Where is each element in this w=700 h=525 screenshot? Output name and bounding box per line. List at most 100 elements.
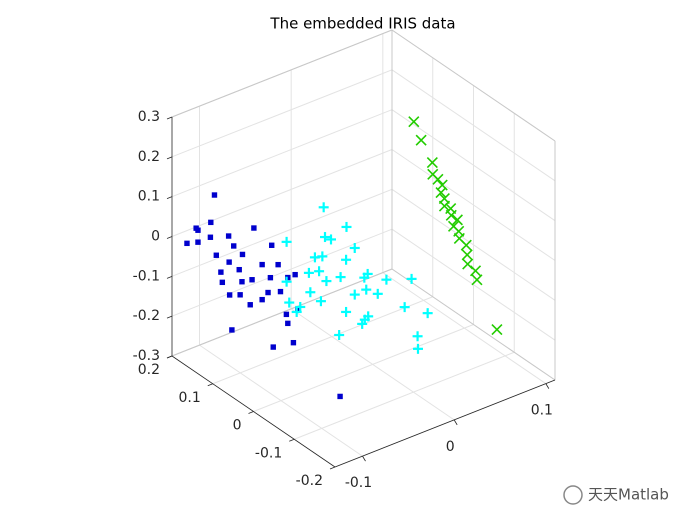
marker [218, 269, 224, 275]
point [267, 274, 274, 281]
point [265, 289, 271, 296]
marker [285, 320, 291, 327]
grid-line [171, 69, 393, 158]
grid-line [294, 351, 515, 440]
point [399, 302, 410, 313]
point [318, 202, 329, 213]
point [305, 287, 316, 298]
point [290, 339, 297, 346]
x-tick [362, 455, 366, 462]
z-tick [166, 196, 173, 200]
point [337, 393, 343, 400]
z-tick [166, 156, 173, 160]
marker [239, 279, 245, 285]
point [236, 266, 242, 273]
point [269, 242, 275, 248]
point [320, 232, 330, 243]
grid-line [391, 149, 556, 261]
point [314, 266, 325, 277]
marker [231, 243, 237, 249]
point [292, 271, 298, 278]
z-tick-label: 0.2 [138, 149, 160, 165]
point [326, 234, 337, 245]
point [335, 272, 346, 283]
marker [226, 292, 233, 298]
point [469, 265, 482, 277]
marker [270, 344, 276, 350]
point [291, 306, 302, 317]
marker [337, 393, 343, 400]
point [408, 116, 420, 128]
marker [237, 292, 243, 298]
marker-stroke [436, 179, 448, 191]
point [349, 289, 360, 300]
point [226, 259, 232, 265]
marker-stroke [408, 116, 420, 128]
marker [283, 311, 290, 318]
marker [193, 225, 199, 231]
watermark: 天天Matlab [563, 485, 669, 505]
point [208, 219, 214, 226]
point [412, 331, 423, 342]
grid-line [171, 188, 393, 277]
marker [236, 266, 242, 273]
y-tick-label: -0.2 [296, 473, 323, 489]
marker-stroke [460, 239, 472, 251]
point [219, 279, 226, 286]
point [341, 254, 352, 265]
z-tick-label: -0.3 [133, 348, 160, 364]
point [239, 251, 246, 258]
marker [207, 234, 214, 240]
point [471, 274, 483, 286]
box-edge [391, 268, 556, 381]
marker [267, 274, 274, 281]
marker-stroke [432, 173, 444, 185]
point [285, 274, 291, 281]
point [285, 320, 291, 327]
y-tick-label: 0.1 [178, 390, 200, 406]
grid-line [391, 69, 556, 182]
point [284, 297, 295, 308]
point [275, 261, 281, 268]
marker [290, 339, 297, 346]
marker [269, 242, 275, 248]
point [239, 279, 245, 285]
box-edge [171, 29, 393, 118]
marker-stroke [445, 209, 457, 221]
y-tick-label: 0.2 [138, 362, 160, 378]
y-tick [329, 466, 336, 470]
point [451, 214, 463, 226]
point [362, 268, 373, 279]
marker [247, 302, 253, 308]
marker-stroke [462, 258, 474, 270]
point [283, 311, 290, 318]
y-tick-label: -0.1 [255, 445, 282, 461]
point [303, 267, 314, 278]
point [381, 274, 392, 285]
point [193, 225, 199, 231]
marker [285, 274, 291, 281]
z-tick-label: 0.1 [138, 189, 160, 205]
grid-line [391, 228, 556, 341]
watermark-text: 天天Matlab [588, 486, 669, 504]
marker [239, 251, 246, 258]
point [218, 269, 224, 275]
marker [259, 296, 265, 303]
point [422, 308, 433, 319]
point [211, 192, 218, 198]
grid-line [391, 109, 556, 222]
x-tick [545, 383, 550, 389]
point [372, 288, 383, 299]
marker [213, 252, 220, 258]
marker-stroke [471, 274, 483, 286]
x-tick [453, 419, 458, 426]
point [435, 186, 447, 199]
point [259, 296, 265, 303]
z-tick [166, 355, 173, 359]
y-tick [289, 438, 295, 442]
z-tick [166, 116, 173, 120]
z-tick [166, 275, 173, 279]
point [281, 236, 292, 247]
grid-line [253, 324, 474, 412]
